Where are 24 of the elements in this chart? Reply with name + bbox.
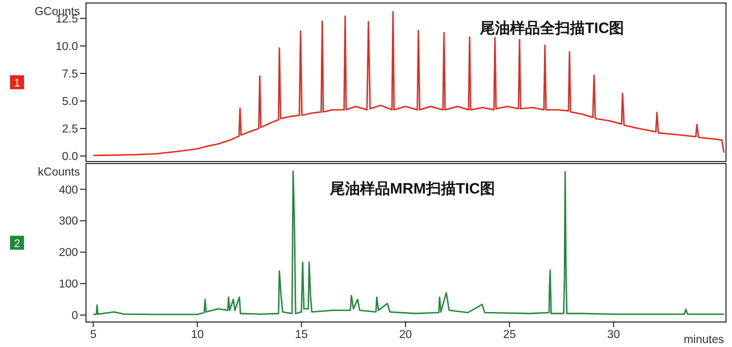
y-tick-label: 0.0 <box>62 150 78 163</box>
x-tick-label: 5 <box>90 329 96 341</box>
text: 尾油样品MRM扫描TIC图 <box>329 180 495 198</box>
x-tick-label: 25 <box>503 329 516 341</box>
y-tick-label: 200 <box>58 247 78 260</box>
y-tick-label: 400 <box>58 184 78 196</box>
x-tick-label: 30 <box>607 329 620 341</box>
y-tick-label: 10.0 <box>56 40 78 53</box>
y-tick-label: 300 <box>58 216 78 228</box>
line-series <box>92 170 725 316</box>
x-axis-title: minutes <box>684 334 724 346</box>
x-tick-label: 10 <box>190 329 204 341</box>
y-tick-label: 2.5 <box>62 123 78 136</box>
y-tick-label: 100 <box>58 278 78 291</box>
y-tick-label: 0 <box>72 310 78 322</box>
y-tick-label: 5.0 <box>62 96 78 108</box>
text: 2 <box>14 238 20 250</box>
line-series <box>92 11 725 156</box>
y-axis-title: kCounts <box>38 166 80 178</box>
text: 1 <box>14 77 20 90</box>
x-tick-label: 20 <box>399 329 412 341</box>
text: 尾油样品全扫描TIC图 <box>479 20 624 37</box>
y-tick-label: 7.5 <box>62 68 78 80</box>
x-tick-label: 15 <box>295 329 308 341</box>
